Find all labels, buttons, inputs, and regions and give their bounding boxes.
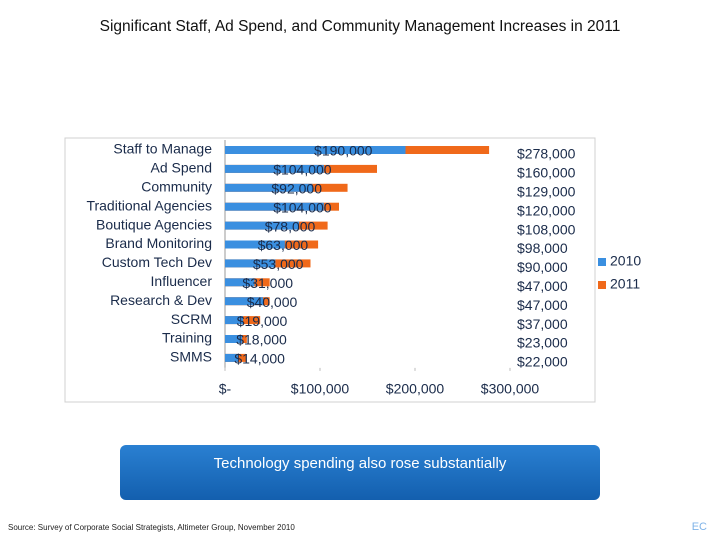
source-note: Source: Survey of Corporate Social Strat…	[8, 523, 295, 532]
legend-swatch	[598, 281, 606, 289]
value-label: $47,000	[517, 297, 568, 313]
bar	[225, 202, 324, 211]
value-label: $31,000	[242, 275, 293, 291]
bar	[225, 221, 300, 230]
value-label: $190,000	[314, 143, 373, 159]
value-label: $63,000	[258, 237, 309, 253]
x-tick-label: $200,000	[386, 381, 445, 397]
legend-label: 2010	[610, 253, 641, 269]
bar	[225, 146, 406, 154]
legend-label: 2011	[610, 276, 640, 292]
category-label: Training	[162, 330, 212, 346]
category-label: SCRM	[171, 311, 212, 327]
value-label: $98,000	[517, 240, 568, 256]
value-label: $22,000	[517, 354, 568, 370]
chart-frame	[64, 137, 596, 403]
category-label: Traditional Agencies	[86, 197, 212, 213]
x-tick-label: $300,000	[481, 381, 540, 397]
value-label: $129,000	[517, 184, 576, 200]
x-tick-label: $100,000	[291, 381, 350, 397]
value-label: $37,000	[517, 316, 568, 332]
x-tick-label: $-	[219, 381, 232, 397]
bar	[225, 353, 239, 362]
bar	[225, 278, 255, 287]
value-label: $104,000	[273, 162, 332, 178]
chart: $- $100,000 $200,000 $300,000 Staff to Manag…	[86, 140, 641, 397]
category-label: Staff to Manage	[113, 141, 212, 157]
category-label: Ad Spend	[151, 160, 213, 176]
category-label: Influencer	[151, 273, 213, 289]
value-label: $23,000	[517, 335, 568, 351]
bar	[225, 259, 276, 268]
callout-box	[120, 445, 600, 500]
value-label: $90,000	[517, 259, 568, 275]
bar	[225, 240, 285, 249]
value-label: $19,000	[237, 313, 288, 329]
legend-swatch	[598, 258, 606, 266]
value-label: $14,000	[234, 351, 285, 367]
slide-title: Significant Staff, Ad Spend, and Communi…	[100, 18, 621, 35]
value-label: $78,000	[265, 218, 316, 234]
bar	[225, 164, 324, 173]
category-label: SMMS	[170, 349, 212, 365]
value-label: $53,000	[253, 256, 304, 272]
value-label: $160,000	[517, 165, 576, 181]
category-label: Research & Dev	[110, 292, 212, 308]
value-label: $108,000	[517, 221, 576, 237]
value-label: $92,000	[271, 181, 322, 197]
category-label: Custom Tech Dev	[102, 254, 212, 270]
value-label: $120,000	[517, 202, 576, 218]
bar	[225, 297, 263, 306]
category-label: Boutique Agencies	[96, 216, 212, 232]
bar	[225, 335, 243, 343]
value-label: $47,000	[517, 278, 568, 294]
category-label: Brand Monitoring	[105, 235, 212, 251]
bar	[225, 316, 244, 325]
value-label: $18,000	[236, 332, 287, 348]
footer-mark[interactable]: EC	[692, 521, 707, 533]
value-label: $278,000	[517, 146, 576, 162]
value-label: $40,000	[247, 294, 298, 310]
value-label: $104,000	[273, 199, 332, 215]
bar	[225, 183, 313, 192]
callout-text: Technology spending also rose substantia…	[214, 455, 507, 472]
category-label: Community	[141, 179, 212, 195]
